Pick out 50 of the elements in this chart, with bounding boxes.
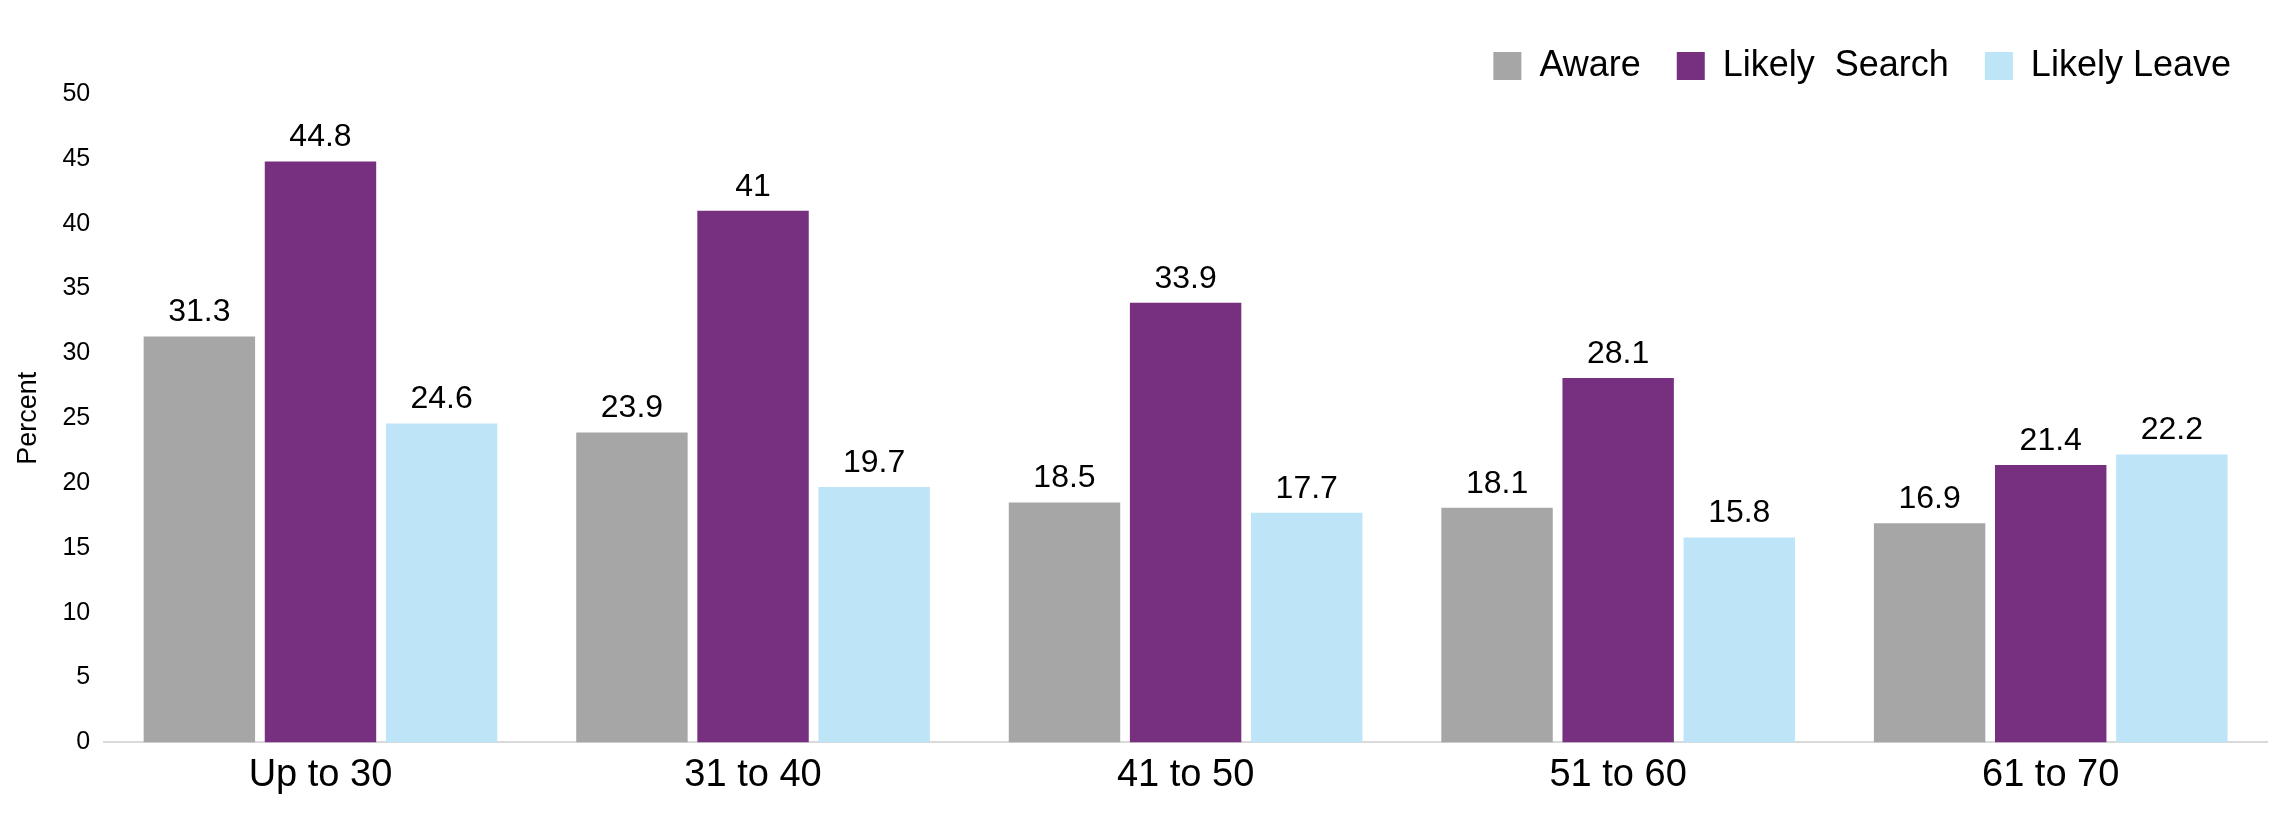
y-tick-label: 0 [76,726,91,755]
y-tick-label: 30 [62,337,91,366]
data-label: 21.4 [2019,420,2082,457]
bar [385,423,498,743]
x-tick-label: 41 to 50 [1116,751,1255,794]
bar [1562,378,1674,743]
bar [818,486,930,743]
data-label: 44.8 [289,117,352,154]
y-tick-label: 50 [62,77,91,106]
x-tick-label: 61 to 70 [1982,751,2120,794]
data-label: 18.1 [1465,463,1529,500]
data-label: 16.9 [1898,479,1961,516]
y-tick-label: 10 [62,596,91,625]
data-label: 17.7 [1275,468,1338,505]
data-label: 19.7 [843,442,906,479]
data-label: 15.8 [1708,493,1771,530]
bar [1251,512,1363,743]
y-tick-label: 20 [62,466,91,495]
x-tick-label: 31 to 40 [684,751,822,794]
y-tick-label: 25 [62,402,91,431]
y-tick-label: 5 [76,661,91,690]
data-label: 24.6 [410,379,473,416]
y-tick-label: 15 [62,531,91,560]
legend-label: Likely Leave [2030,42,2232,84]
y-tick-label: 40 [62,207,91,236]
data-label: 41 [735,166,771,203]
bar [2116,454,2228,743]
y-tick-label: 45 [62,142,91,171]
bar [1873,523,1986,743]
data-label: 18.5 [1033,458,1096,495]
bar [576,432,688,743]
legend-label: Likely Search [1722,42,1949,84]
bar [1441,507,1553,743]
data-label: 31.3 [168,292,231,329]
bar [1683,537,1795,743]
y-tick-label: 35 [62,272,91,301]
bar [1129,302,1242,743]
bar [143,336,256,743]
bar [1995,464,2107,743]
bar [264,161,377,743]
data-label: 33.9 [1154,258,1217,295]
y-axis-title: Percent [11,371,42,465]
data-label: 22.2 [2140,410,2203,447]
x-tick-label: 51 to 60 [1549,751,1687,794]
data-label: 23.9 [600,388,664,425]
x-tick-label: Up to 30 [248,751,393,794]
bar [1008,502,1121,743]
bar [697,210,809,743]
data-label: 28.1 [1587,333,1650,370]
legend-label: Aware [1539,42,1641,84]
